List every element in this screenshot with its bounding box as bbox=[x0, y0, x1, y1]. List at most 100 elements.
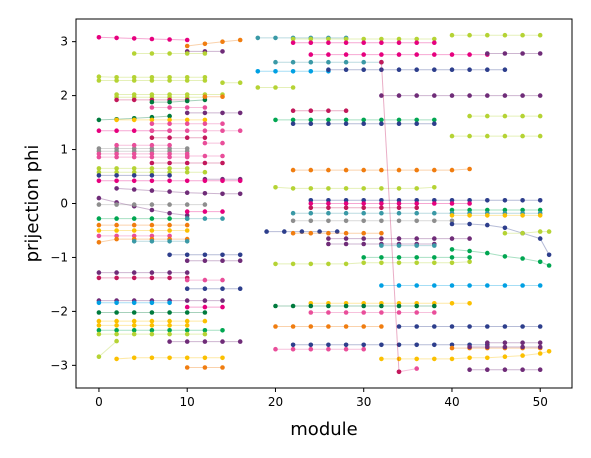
data-point bbox=[308, 210, 314, 216]
y-tick-label: 1 bbox=[60, 143, 68, 157]
data-point bbox=[96, 331, 102, 337]
data-point bbox=[202, 328, 208, 333]
series-line bbox=[151, 99, 205, 103]
data-point bbox=[449, 247, 455, 252]
data-point bbox=[396, 356, 402, 362]
y-tick-label: 0 bbox=[60, 197, 68, 211]
data-point bbox=[502, 213, 508, 218]
data-point bbox=[220, 178, 225, 184]
series-17 bbox=[149, 121, 225, 126]
data-point bbox=[220, 39, 225, 44]
data-point bbox=[308, 40, 314, 45]
data-point bbox=[149, 275, 155, 281]
data-point bbox=[114, 173, 119, 178]
data-point bbox=[308, 167, 314, 173]
data-point bbox=[396, 117, 402, 123]
data-point bbox=[167, 323, 172, 328]
data-point bbox=[184, 228, 190, 233]
data-point bbox=[96, 169, 102, 175]
data-point bbox=[449, 236, 455, 241]
data-point bbox=[520, 324, 525, 329]
data-point bbox=[537, 198, 543, 203]
data-point bbox=[131, 151, 137, 157]
series-73 bbox=[290, 108, 349, 113]
data-point bbox=[167, 228, 172, 233]
data-point bbox=[343, 236, 349, 241]
data-point bbox=[202, 153, 208, 159]
data-point bbox=[546, 252, 552, 258]
data-point bbox=[131, 51, 137, 56]
data-point bbox=[184, 304, 190, 310]
data-point bbox=[96, 318, 102, 324]
data-point bbox=[326, 108, 331, 113]
data-point bbox=[432, 117, 437, 123]
series-62 bbox=[184, 365, 225, 370]
data-point bbox=[167, 113, 172, 119]
data-point bbox=[343, 303, 349, 309]
data-point bbox=[131, 318, 137, 324]
data-point bbox=[149, 178, 155, 184]
data-point bbox=[114, 178, 119, 184]
data-point bbox=[449, 207, 455, 213]
data-point bbox=[290, 303, 296, 309]
data-point bbox=[202, 298, 208, 303]
data-point bbox=[432, 218, 437, 224]
series-100 bbox=[308, 310, 437, 315]
data-point bbox=[343, 205, 349, 211]
data-point bbox=[432, 40, 437, 45]
data-point bbox=[149, 233, 155, 239]
data-point bbox=[432, 310, 437, 315]
series-95 bbox=[361, 255, 472, 260]
series-21 bbox=[149, 135, 208, 140]
data-point bbox=[326, 230, 331, 236]
series-107 bbox=[467, 344, 543, 350]
data-point bbox=[326, 205, 331, 211]
series-42 bbox=[96, 233, 172, 239]
data-point bbox=[184, 110, 190, 116]
series-line bbox=[380, 62, 400, 372]
data-point bbox=[467, 301, 472, 306]
data-point bbox=[432, 167, 437, 173]
data-point bbox=[149, 188, 155, 193]
data-point bbox=[396, 303, 402, 309]
data-point bbox=[396, 67, 402, 72]
data-point bbox=[202, 135, 208, 140]
data-point bbox=[537, 207, 543, 213]
data-point bbox=[202, 318, 208, 324]
series-38 bbox=[96, 216, 190, 221]
data-point bbox=[114, 166, 119, 171]
data-point bbox=[520, 133, 525, 139]
data-point bbox=[96, 354, 102, 360]
data-point bbox=[131, 97, 137, 103]
data-point bbox=[432, 201, 437, 206]
series-54 bbox=[96, 310, 208, 315]
data-point bbox=[167, 210, 172, 216]
data-point bbox=[414, 366, 420, 371]
data-point bbox=[167, 154, 172, 160]
series-line bbox=[98, 340, 117, 358]
series-49 bbox=[184, 277, 225, 283]
series-66 bbox=[290, 40, 437, 45]
data-point bbox=[485, 198, 490, 203]
data-point bbox=[343, 324, 349, 329]
data-point bbox=[114, 97, 119, 103]
series-58 bbox=[96, 331, 208, 337]
data-point bbox=[114, 186, 119, 191]
data-point bbox=[290, 40, 296, 45]
data-point bbox=[167, 202, 172, 207]
data-point bbox=[202, 117, 208, 123]
data-point bbox=[114, 78, 119, 83]
data-point bbox=[449, 201, 455, 206]
data-point bbox=[379, 40, 384, 45]
data-point bbox=[414, 210, 420, 216]
data-point bbox=[502, 32, 508, 38]
data-point bbox=[290, 324, 296, 329]
data-point bbox=[432, 324, 437, 329]
data-point bbox=[379, 283, 384, 288]
data-point bbox=[167, 252, 172, 258]
data-point bbox=[202, 216, 208, 221]
data-point bbox=[396, 310, 402, 315]
data-point bbox=[361, 186, 367, 191]
data-point bbox=[396, 201, 402, 206]
data-point bbox=[467, 213, 472, 218]
